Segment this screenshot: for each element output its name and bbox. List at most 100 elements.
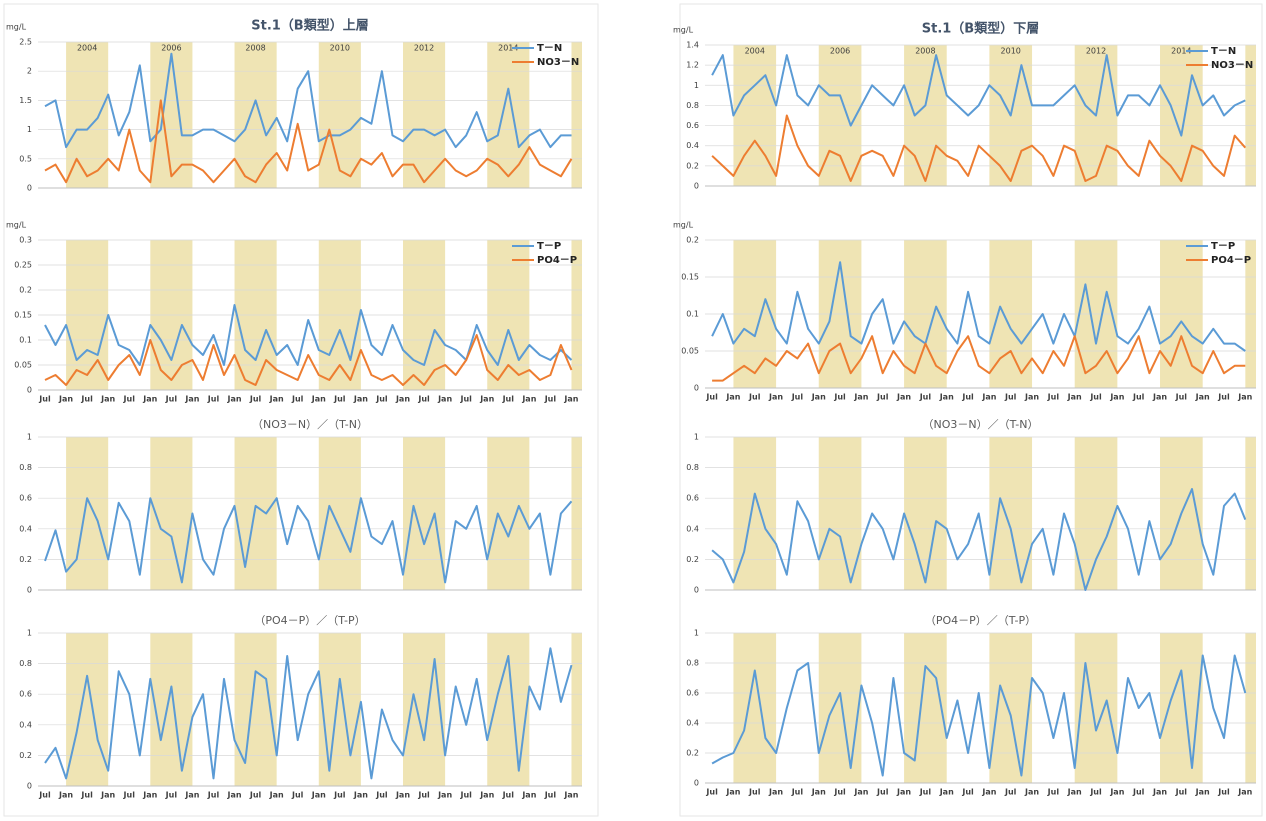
year-band [1160,633,1203,783]
year-band [487,42,530,188]
x-tick-label: Jan [981,393,996,402]
legend-label: T－P [537,241,561,252]
series-line [712,335,1246,382]
x-tick-label: Jul [705,788,718,797]
y-unit: mg/L [6,221,27,230]
y-tick-label: 0.2 [686,236,699,245]
x-tick-label: Jul [919,393,932,402]
series-line [711,488,1247,591]
legend-label: T－P [1211,241,1235,252]
x-tick-label: Jan [353,791,368,800]
x-tick-label: Jul [1132,393,1145,402]
legend-label: T－N [1211,46,1236,57]
x-tick-label: Jan [395,791,410,800]
x-tick-label: Jul [544,791,557,800]
year-band [904,45,947,186]
x-tick-label: Jul [961,788,974,797]
year-label: 2004 [77,44,97,53]
chart-title: （NO3－N）／（T-N） [922,418,1038,431]
y-tick-label: 0.3 [19,236,32,245]
year-label: 2012 [1086,47,1106,56]
y-tick-label: 0.2 [686,161,699,170]
x-tick-label: Jan [184,791,199,800]
legend-label: T－N [537,43,562,54]
x-tick-label: Jul [1004,788,1017,797]
x-tick-label: Jul [1089,788,1102,797]
x-tick-label: Jan [227,395,242,404]
year-band [818,633,862,783]
x-tick-label: Jan [521,395,536,404]
y-tick-label: 1 [27,629,32,638]
x-tick-label: Jul [38,395,51,404]
y-tick-label: 1.4 [686,41,699,50]
x-tick-label: Jul [123,791,136,800]
x-tick-label: Jul [333,395,346,404]
x-tick-label: Jan [58,395,73,404]
x-tick-label: Jan [142,791,157,800]
y-tick-label: 0.8 [19,659,32,668]
year-label: 2012 [414,44,434,53]
series-line [44,304,573,366]
year-band [150,42,193,188]
x-tick-label: Jan [1067,393,1082,402]
x-tick-label: Jul [1047,788,1060,797]
x-tick-label: Jul [249,395,262,404]
x-tick-label: Jan [1024,788,1039,797]
x-tick-label: Jan [725,788,740,797]
x-tick-label: Jan [437,791,452,800]
x-tick-label: Jul [748,788,761,797]
x-tick-label: Jan [1195,393,1210,402]
x-tick-label: Jan [184,395,199,404]
year-band [66,633,109,786]
y-tick-label: 0 [27,386,32,395]
year-band [150,633,193,786]
year-band [904,633,947,783]
y-tick-label: 0.2 [19,286,32,295]
x-tick-label: Jan [811,788,826,797]
y-tick-label: 0 [27,782,32,791]
y-tick-label: 0.8 [686,101,699,110]
year-band [571,633,582,786]
x-tick-label: Jul [417,395,430,404]
x-tick-label: Jul [165,395,178,404]
y-tick-label: 0.2 [19,751,32,760]
year-band [733,437,777,590]
x-tick-label: Jan [1237,393,1252,402]
x-tick-label: Jan [981,788,996,797]
year-band [403,633,446,786]
year-label: 2010 [330,44,350,53]
y-tick-label: 0 [694,586,699,595]
year-band [318,437,361,590]
x-tick-label: Jan [269,395,284,404]
year-label: 2008 [915,47,935,56]
x-tick-label: Jan [100,791,115,800]
x-tick-label: Jan [58,791,73,800]
year-band [904,437,947,590]
y-tick-label: 1 [694,433,699,442]
x-tick-label: Jul [1004,393,1017,402]
x-tick-label: Jul [833,788,846,797]
x-tick-label: Jul [459,791,472,800]
legend-label: PO4－P [1211,255,1251,266]
year-label: 2006 [161,44,181,53]
x-tick-label: Jan [939,788,954,797]
chart-title: St.1（B類型）上層 [251,18,368,34]
x-tick-label: Jan [479,791,494,800]
y-tick-label: 0.15 [681,273,699,282]
year-label: 2014 [1171,47,1191,56]
year-band [1245,45,1256,186]
y-tick-label: 1 [27,125,32,134]
year-band [234,437,277,590]
x-tick-label: Jan [768,393,783,402]
chart-title: （PO4－P）／（T-P） [254,614,365,627]
y-tick-label: 0.8 [19,463,32,472]
x-tick-label: Jan [353,395,368,404]
x-tick-label: Jul [417,791,430,800]
year-band [571,42,582,188]
year-label: 2010 [1001,47,1021,56]
y-tick-label: 0.05 [14,361,32,370]
x-tick-label: Jan [1109,393,1124,402]
legend-label: NO3－N [537,57,579,68]
year-band [1074,437,1118,590]
x-tick-label: Jan [142,395,157,404]
